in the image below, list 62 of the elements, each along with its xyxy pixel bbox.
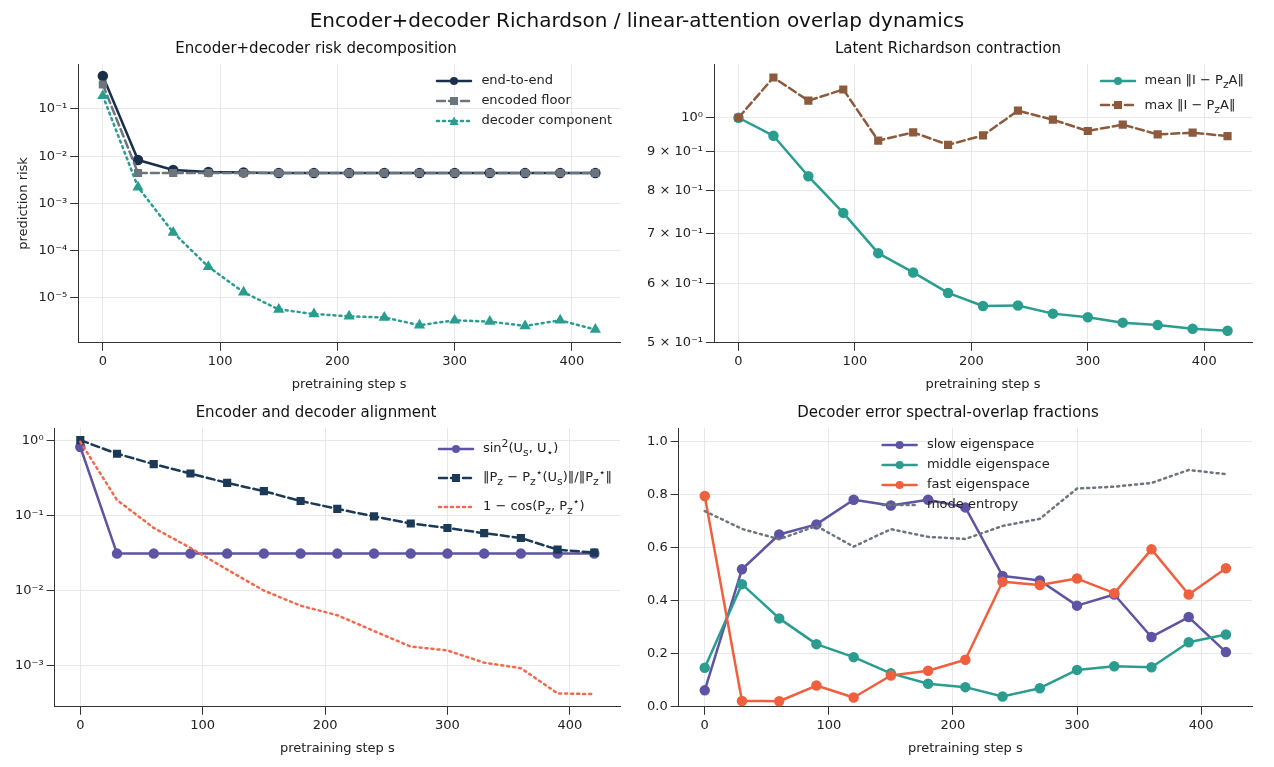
legend-label: sin$^{2}$(U$_{s}$, U$_{⋆}$) <box>482 437 559 459</box>
x-tick-label: 400 <box>557 716 583 732</box>
chart-title: Decoder error spectral-overlap fractions <box>797 402 1099 421</box>
y-tick-label: 10⁻² <box>14 581 44 597</box>
chart-title: Latent Richardson contraction <box>834 38 1062 57</box>
legend-label: end-to-end <box>481 72 554 87</box>
y-tick-label: 10⁻¹ <box>38 100 68 116</box>
x-tick-label: 0 <box>700 716 709 732</box>
x-tick-label: 300 <box>435 716 460 732</box>
x-tick-label: 300 <box>1075 352 1101 368</box>
y-tick-label: 0.2 <box>646 645 668 661</box>
legend-label: 1 − cos(P$_{z}$, P$_{z}$$^{⋆}$) <box>482 494 585 517</box>
y-tick-label: 10⁻⁵ <box>38 288 68 304</box>
x-axis-title: pretraining step s <box>907 739 1023 755</box>
chart-title: Encoder and decoder alignment <box>195 402 437 421</box>
x-axis-title: pretraining step s <box>291 375 407 391</box>
y-tick-label: 10⁰ <box>681 109 704 125</box>
y-tick-label: 0.8 <box>646 485 668 501</box>
x-tick-label: 0 <box>734 352 743 368</box>
x-tick-label: 400 <box>559 352 585 368</box>
y-tick-label: 0.6 <box>646 538 668 554</box>
legend-label: encoded floor <box>481 92 571 107</box>
y-tick-label: 10⁰ <box>21 431 44 447</box>
x-tick-label: 200 <box>312 716 338 732</box>
x-tick-label: 100 <box>816 716 842 732</box>
legend-label: mean ‖I − P$_{z}$A‖ <box>1144 72 1244 91</box>
x-tick-label: 400 <box>1191 352 1217 368</box>
legend-label: middle eigenspace <box>926 456 1050 471</box>
x-axis-title: pretraining step s <box>279 739 395 755</box>
x-tick-label: 200 <box>324 352 350 368</box>
x-tick-label: 200 <box>940 716 966 732</box>
y-tick-label: 1.0 <box>646 432 668 448</box>
x-tick-label: 200 <box>958 352 984 368</box>
legend-label: decoder component <box>481 112 612 127</box>
text: Encoder+decoder Richardson / linear-attention overlap dynamics <box>308 8 966 34</box>
y-tick-label: 9 × 10⁻¹ <box>647 143 704 159</box>
legend-label: slow eigenspace <box>926 436 1035 451</box>
y-tick-label: 8 × 10⁻¹ <box>647 181 704 197</box>
y-tick-label: 10⁻² <box>38 147 68 163</box>
y-tick-label: 0.0 <box>646 698 668 714</box>
x-tick-label: 100 <box>207 352 233 368</box>
x-tick-label: 300 <box>1064 716 1090 732</box>
chart-title: Encoder+decoder risk decomposition <box>175 38 457 57</box>
text: ‖P$_{z}$ − P$_{z}$$^{⋆}$(U$_{s}$)‖/‖P$_{z}$$^{⋆}$‖ <box>482 465 612 488</box>
x-tick-label: 0 <box>98 352 107 368</box>
x-tick-label: 0 <box>76 716 85 732</box>
y-tick-label: 10⁻³ <box>38 194 68 210</box>
y-tick-label: 10⁻¹ <box>14 506 44 522</box>
y-tick-label: 7 × 10⁻¹ <box>647 224 704 240</box>
y-axis-title: prediction risk <box>15 156 31 250</box>
y-tick-label: 0.4 <box>646 591 668 607</box>
y-tick-label: 10⁻³ <box>14 657 44 673</box>
x-tick-label: 300 <box>442 352 468 368</box>
y-tick-label: 6 × 10⁻¹ <box>647 274 704 290</box>
y-tick-label: 5 × 10⁻¹ <box>647 334 704 350</box>
legend-label: fast eigenspace <box>926 476 1030 491</box>
x-tick-label: 400 <box>1188 716 1214 732</box>
legend-label: max ‖I − P$_{z}$A‖ <box>1144 96 1236 116</box>
x-tick-label: 100 <box>842 352 868 368</box>
x-tick-label: 100 <box>190 716 216 732</box>
y-tick-label: 10⁻⁴ <box>38 241 68 257</box>
x-axis-title: pretraining step s <box>925 375 1041 391</box>
